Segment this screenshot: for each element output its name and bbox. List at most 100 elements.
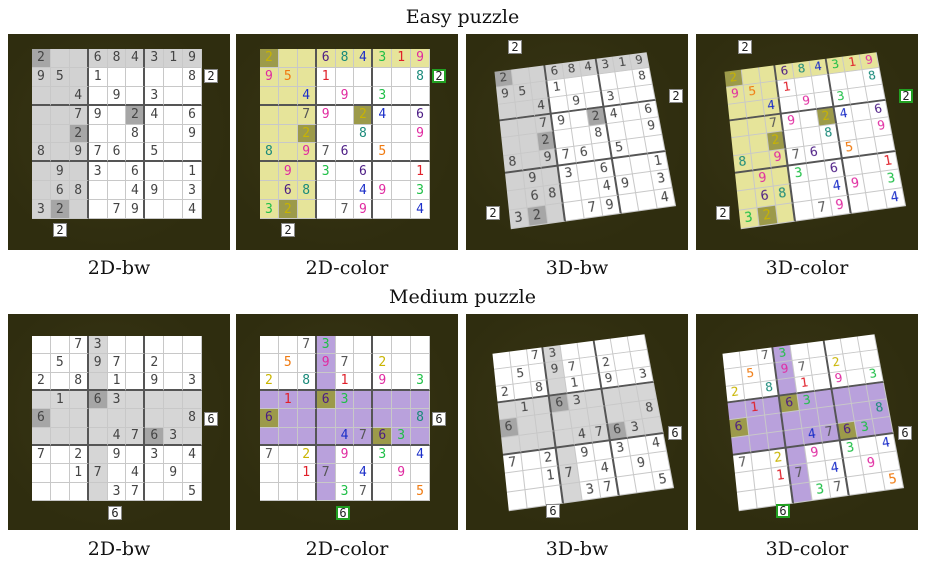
sudoku-cell[interactable]: 1 (392, 49, 411, 68)
sudoku-cell[interactable]: 8 (183, 409, 202, 427)
sudoku-cell[interactable] (354, 373, 373, 391)
sudoku-cell[interactable]: 4 (354, 464, 373, 482)
sudoku-cell[interactable] (354, 409, 373, 427)
sudoku-cell[interactable]: 7 (108, 354, 127, 372)
sudoku-cell[interactable]: 7 (317, 464, 336, 482)
sudoku-cell[interactable]: 4 (354, 181, 373, 200)
sudoku-cell[interactable] (89, 373, 108, 391)
sudoku-cell[interactable]: 9 (298, 143, 317, 162)
sudoku-cell[interactable]: 1 (336, 373, 355, 391)
sudoku-cell[interactable]: 7 (317, 143, 336, 162)
sudoku-cell[interactable] (317, 181, 336, 200)
sudoku-cell[interactable]: 9 (164, 464, 183, 482)
sudoku-cell[interactable]: 6 (336, 143, 355, 162)
sudoku-cell[interactable]: 3 (145, 87, 164, 106)
sudoku-cell[interactable]: 7 (126, 483, 145, 501)
sudoku-cell[interactable]: 4 (885, 188, 907, 209)
sudoku-cell[interactable]: 2 (70, 446, 89, 464)
sudoku-cell[interactable] (279, 483, 298, 501)
sudoku-cell[interactable]: 9 (279, 162, 298, 181)
sudoku-cell[interactable]: 2 (298, 125, 317, 144)
sudoku-cell[interactable] (32, 391, 51, 409)
sudoku-cell[interactable] (164, 200, 183, 219)
sudoku-cell[interactable]: 9 (89, 106, 108, 125)
sudoku-cell[interactable]: 4 (411, 446, 430, 464)
sudoku-cell[interactable]: 3 (183, 181, 202, 200)
sudoku-cell[interactable]: 7 (70, 106, 89, 125)
sudoku-cell[interactable] (392, 391, 411, 409)
sudoku-cell[interactable] (164, 336, 183, 354)
sudoku-cell[interactable] (108, 336, 127, 354)
sudoku-cell[interactable] (373, 409, 392, 427)
sudoku-cell[interactable] (145, 125, 164, 144)
sudoku-cell[interactable] (164, 87, 183, 106)
sudoku-cell[interactable]: 6 (317, 49, 336, 68)
sudoku-cell[interactable] (32, 428, 51, 446)
sudoku-cell[interactable] (32, 125, 51, 144)
sudoku-cell[interactable]: 7 (260, 446, 279, 464)
sudoku-cell[interactable] (507, 490, 528, 511)
sudoku-cell[interactable]: 3 (411, 181, 430, 200)
sudoku-cell[interactable]: 4 (411, 200, 430, 219)
sudoku-cell[interactable] (126, 446, 145, 464)
sudoku-cell[interactable] (145, 336, 164, 354)
sudoku-cell[interactable] (51, 428, 70, 446)
sudoku-cell[interactable]: 1 (279, 391, 298, 409)
sudoku-cell[interactable]: 7 (89, 464, 108, 482)
sudoku-cell[interactable] (336, 181, 355, 200)
sudoku-cell[interactable] (411, 428, 430, 446)
sudoku-cell[interactable] (392, 409, 411, 427)
sudoku-cell[interactable] (108, 125, 127, 144)
sudoku-cell[interactable]: 6 (32, 409, 51, 427)
sudoku-cell[interactable] (145, 483, 164, 501)
sudoku-cell[interactable] (260, 464, 279, 482)
sudoku-cell[interactable] (411, 87, 430, 106)
sudoku-cell[interactable] (392, 483, 411, 501)
sudoku-cell[interactable]: 3 (108, 391, 127, 409)
sudoku-cell[interactable] (164, 373, 183, 391)
sudoku-cell[interactable]: 9 (51, 162, 70, 181)
sudoku-cell[interactable] (392, 354, 411, 372)
sudoku-cell[interactable] (392, 68, 411, 87)
sudoku-cell[interactable] (89, 409, 108, 427)
sudoku-cell[interactable]: 3 (509, 208, 530, 229)
sudoku-cell[interactable] (32, 181, 51, 200)
sudoku-cell[interactable] (336, 106, 355, 125)
sudoku-cell[interactable] (164, 106, 183, 125)
sudoku-cell[interactable] (373, 464, 392, 482)
sudoku-cell[interactable] (392, 143, 411, 162)
sudoku-cell[interactable] (126, 373, 145, 391)
sudoku-cell[interactable] (260, 428, 279, 446)
sudoku-cell[interactable]: 4 (126, 181, 145, 200)
sudoku-cell[interactable] (411, 336, 430, 354)
sudoku-cell[interactable] (279, 336, 298, 354)
sudoku-cell[interactable]: 8 (108, 49, 127, 68)
sudoku-cell[interactable]: 3 (32, 200, 51, 219)
sudoku-cell[interactable] (260, 181, 279, 200)
sudoku-cell[interactable] (164, 143, 183, 162)
sudoku-cell[interactable]: 9 (126, 200, 145, 219)
sudoku-cell[interactable] (89, 428, 108, 446)
sudoku-cell[interactable] (392, 87, 411, 106)
sudoku-cell[interactable] (108, 68, 127, 87)
sudoku-cell[interactable] (298, 428, 317, 446)
sudoku-cell[interactable] (126, 68, 145, 87)
sudoku-cell[interactable]: 9 (183, 49, 202, 68)
sudoku-cell[interactable]: 8 (298, 181, 317, 200)
sudoku-cell[interactable] (317, 200, 336, 219)
sudoku-cell[interactable] (260, 106, 279, 125)
sudoku-cell[interactable]: 3 (373, 49, 392, 68)
sudoku-cell[interactable] (279, 373, 298, 391)
sudoku-cell[interactable]: 9 (373, 181, 392, 200)
sudoku-cell[interactable]: 4 (354, 49, 373, 68)
sudoku-cell[interactable]: 8 (411, 409, 430, 427)
sudoku-cell[interactable]: 5 (51, 354, 70, 372)
sudoku-cell[interactable] (279, 409, 298, 427)
sudoku-cell[interactable] (70, 483, 89, 501)
sudoku-cell[interactable] (51, 87, 70, 106)
sudoku-cell[interactable]: 2 (32, 373, 51, 391)
sudoku-cell[interactable]: 2 (126, 106, 145, 125)
sudoku-cell[interactable] (164, 483, 183, 501)
sudoku-cell[interactable]: 3 (89, 162, 108, 181)
sudoku-cell[interactable] (108, 464, 127, 482)
